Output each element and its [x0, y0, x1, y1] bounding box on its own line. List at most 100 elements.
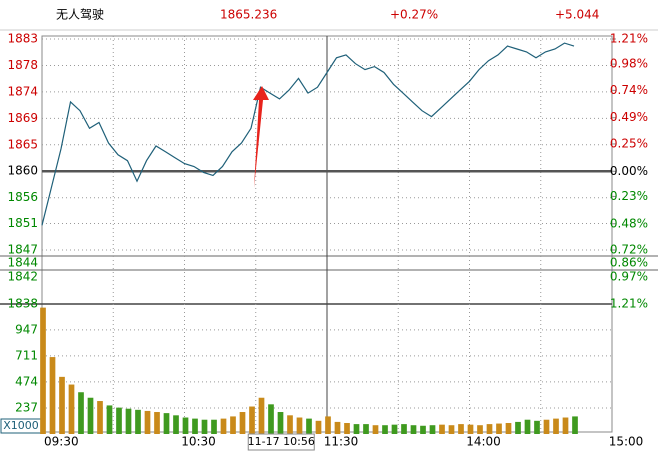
volume-bar [486, 424, 493, 434]
volume-top-label: 1838 [7, 297, 38, 311]
volume-bar [543, 419, 550, 434]
y-tick-label: 1883 [7, 32, 38, 46]
volume-bar [59, 376, 65, 434]
volume-bar [287, 415, 293, 434]
volume-bar [534, 420, 540, 434]
volume-bar [420, 425, 426, 434]
volume-bar [334, 421, 341, 434]
x-tick-label: 15:00 [609, 435, 644, 449]
volume-bar [505, 423, 512, 434]
volume-bar [477, 425, 483, 434]
volume-bar [258, 397, 265, 434]
volume-bar [353, 424, 360, 434]
volume-bar [173, 415, 179, 434]
y2-tick-label: 0.25% [610, 136, 648, 150]
header-change: +5.044 [555, 8, 599, 22]
volume-bar [125, 408, 132, 434]
volume-bar [524, 419, 531, 434]
volume-bar [572, 416, 578, 434]
volume-bar [40, 307, 46, 434]
y-tick-label: 1874 [7, 84, 38, 98]
volume-bar [410, 425, 417, 434]
y2-tick-label: 0.98% [610, 57, 648, 71]
y-tick-label: 1878 [7, 58, 38, 72]
volume-bar [325, 416, 331, 434]
price-line [41, 42, 575, 226]
volume-bar [458, 424, 464, 434]
volume-bar [78, 392, 84, 434]
volume-bar [391, 424, 398, 434]
y-tick-label: 1851 [7, 216, 38, 230]
volume-bar [163, 413, 170, 434]
volume-bar [467, 424, 474, 434]
y2-tick-label: 0.48% [610, 216, 648, 230]
volume-bar [230, 416, 236, 434]
volume-bar [372, 425, 379, 434]
volume-bar [239, 412, 246, 434]
x-tick-label: 14:00 [466, 435, 501, 449]
header-change-pct: +0.27% [390, 8, 438, 22]
volume-bar [382, 425, 388, 434]
y2-tick-label: 0.74% [610, 83, 648, 97]
volume-bar [220, 418, 227, 434]
volume-bar [49, 357, 56, 434]
volume-bar [448, 425, 455, 434]
x-tick-label: 10:30 [181, 435, 216, 449]
volume-bar [553, 418, 559, 434]
volume-unit: X1000 [3, 419, 39, 432]
volume-bar [344, 423, 350, 434]
y2-tick-label: 0.00% [610, 164, 648, 178]
band-label: 1844 [7, 256, 38, 270]
band-label: 0.97% [610, 270, 648, 284]
volume-bar [401, 424, 407, 434]
volume-bar [515, 421, 521, 434]
volume-bar [439, 424, 445, 434]
volume-bar [211, 419, 217, 434]
volume-bar [315, 420, 322, 434]
x-tick-label: 11:30 [324, 435, 359, 449]
cursor-label-box [247, 433, 315, 451]
volume-top-label: 1.21% [610, 297, 648, 311]
volume-bar [496, 423, 502, 434]
volume-bar [268, 404, 274, 434]
x-tick-label: 09:30 [44, 435, 79, 449]
volume-bar [296, 417, 303, 434]
y-tick-label: 1865 [7, 137, 38, 151]
cursor-label: 11-17 10:56 [248, 435, 315, 448]
y-tick-label: 1860 [7, 164, 38, 178]
volume-bar [116, 407, 122, 434]
volume-bar [249, 406, 255, 434]
y2-tick-label: 0.23% [610, 189, 648, 203]
volume-bar [68, 384, 75, 434]
volume-bar [97, 401, 103, 434]
y-tick-label: 1869 [7, 111, 38, 125]
volume-bar [106, 405, 113, 434]
volume-bar [277, 412, 284, 434]
y2-tick-label: 0.72% [610, 243, 648, 257]
volume-tick-label: 947 [15, 322, 38, 336]
volume-bar [154, 412, 160, 434]
volume-bar [182, 417, 189, 434]
volume-bar [144, 410, 151, 434]
volume-bar [201, 419, 208, 434]
header-price: 1865.236 [220, 8, 277, 22]
volume-tick-label: 474 [15, 374, 38, 388]
y2-tick-label: 0.49% [610, 110, 648, 124]
y-tick-label: 1856 [7, 190, 38, 204]
band-label: 0.86% [610, 256, 648, 270]
y-tick-label: 1847 [7, 243, 38, 257]
volume-bar [87, 397, 94, 434]
annotation-arrow [253, 86, 269, 188]
y2-tick-label: 1.21% [610, 32, 648, 46]
volume-tick-label: 711 [15, 348, 38, 362]
volume-bar [429, 425, 436, 434]
volume-bar [135, 409, 141, 434]
volume-bar [306, 418, 312, 434]
volume-bar [363, 424, 369, 434]
header-name: 无人驾驶 [56, 7, 104, 22]
band-label: 1842 [7, 270, 38, 284]
volume-tick-label: 237 [15, 400, 38, 414]
